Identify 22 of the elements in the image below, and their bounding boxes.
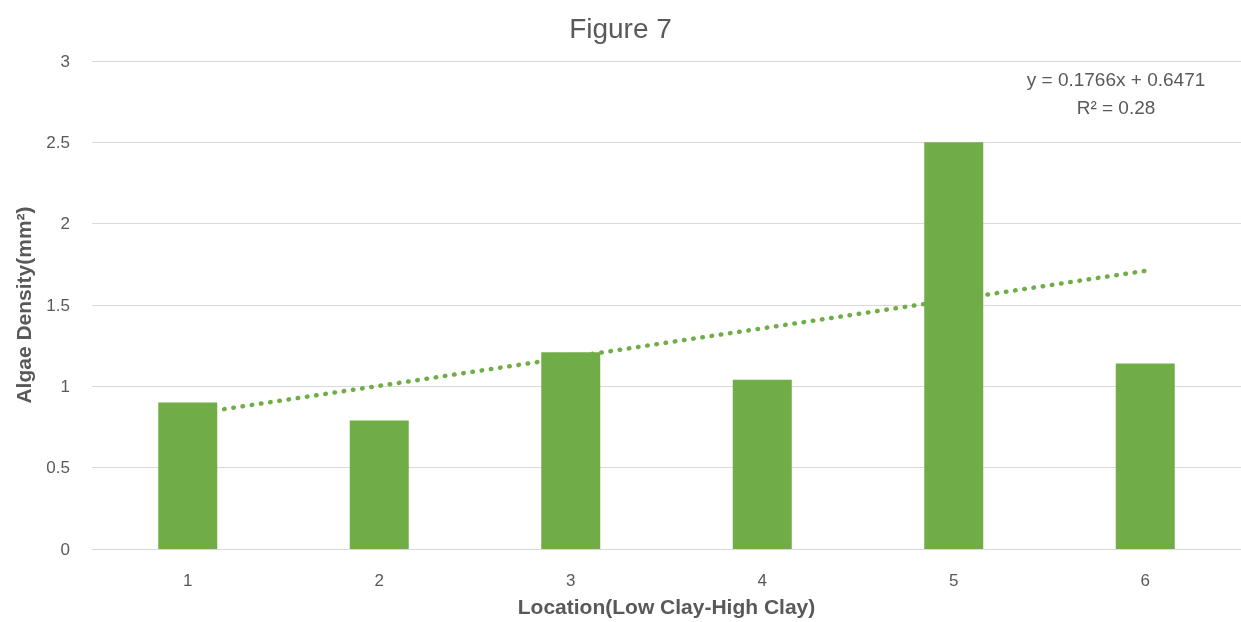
y-tick-label: 2.5	[46, 132, 70, 152]
bar	[349, 420, 409, 549]
bar	[158, 402, 218, 549]
annotation: y = 0.1766x + 0.6471	[1026, 69, 1206, 90]
x-tick-label: 4	[757, 571, 767, 590]
bar	[1115, 363, 1175, 549]
x-tick-label: 6	[1140, 571, 1150, 590]
bar	[732, 379, 792, 549]
y-axis-title: Algae Density(mm²)	[12, 206, 35, 404]
y-tick-label: 2	[60, 214, 70, 234]
y-tick-label: 1.5	[46, 295, 70, 315]
y-tick-label: 0.5	[46, 458, 70, 478]
y-tick-label: 3	[60, 51, 70, 71]
x-tick-label: 5	[949, 571, 959, 590]
x-axis-title: Location(Low Clay-High Clay)	[517, 595, 816, 618]
y-tick-label: 0	[60, 539, 70, 559]
x-tick-label: 3	[566, 571, 576, 590]
y-tick-label: 1	[60, 376, 70, 396]
x-tick-label: 2	[374, 571, 384, 590]
annotation: R² = 0.28	[1076, 97, 1156, 118]
x-tick-label: 1	[183, 571, 193, 590]
chart-title: Figure 7	[569, 12, 672, 44]
